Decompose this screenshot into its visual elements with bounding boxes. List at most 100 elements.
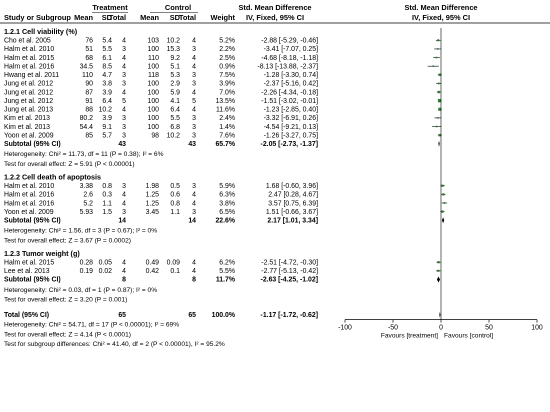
study-ci: -2.26 [-4.34, -0.18]: [261, 89, 318, 96]
control-sd: 2.9: [170, 81, 180, 88]
control-sd: 5.1: [170, 63, 180, 70]
column-header: Weight: [211, 13, 236, 22]
treatment-total: 3: [122, 46, 126, 53]
treatment-mean: 87: [85, 89, 93, 96]
study-ci: -2.77 [-5.13, -0.42]: [261, 268, 318, 275]
study-effect-box: [437, 261, 440, 264]
control-total: 3: [192, 81, 196, 88]
study-weight: 7.6%: [219, 132, 235, 139]
control-total: 3: [192, 46, 196, 53]
treatment-mean: 2.6: [83, 192, 93, 199]
treatment-sd: 5.4: [102, 38, 112, 45]
control-mean: 0.42: [146, 268, 160, 275]
study-ci: -1.23 [-2.85, 0.40]: [264, 107, 318, 114]
study-effect-box: [438, 107, 442, 111]
control-mean: 0.49: [146, 260, 160, 267]
study-ci: -1.51 [-3.02, -0.01]: [261, 98, 318, 105]
treatment-sd: 9.1: [102, 124, 112, 131]
treatment-total: 4: [122, 89, 126, 96]
control-sd: 5.5: [170, 115, 180, 122]
favours-treatment-label: Favours [treatment]: [381, 333, 438, 340]
treatment-sd: 0.3: [102, 192, 112, 199]
control-sd: 0.5: [170, 183, 180, 190]
study-effect-box: [442, 193, 445, 196]
control-total: 3: [192, 132, 196, 139]
control-total: 3: [192, 72, 196, 79]
control-sd: 9.2: [170, 55, 180, 62]
treatment-sd: 0.05: [99, 260, 113, 267]
study-effect-box: [441, 184, 444, 187]
control-total: 4: [192, 89, 196, 96]
x-tick-label: -100: [338, 325, 352, 332]
subtotal-diamond: [438, 140, 440, 147]
treatment-mean: 34.5: [80, 63, 94, 70]
treatment-total: 4: [122, 268, 126, 275]
study-effect-box: [435, 56, 438, 59]
study-ci: -2.51 [-4.72, -0.30]: [261, 260, 318, 267]
study-weight: 2.5%: [219, 55, 235, 62]
study-effect-box: [438, 133, 442, 137]
column-header: SD: [102, 13, 113, 22]
treatment-sd: 0.8: [102, 183, 112, 190]
treatment-total: 3: [122, 81, 126, 88]
subtotal-weight: 22.6%: [215, 218, 235, 225]
subtotal-control-total: 14: [188, 218, 196, 225]
total-control-total: 65: [188, 312, 196, 319]
study-weight: 7.5%: [219, 72, 235, 79]
subtotal-ci: -2.05 [-2.73, -1.37]: [261, 141, 318, 148]
column-header: SD: [170, 13, 181, 22]
control-total: 4: [192, 260, 196, 267]
total-treatment-total: 65: [118, 312, 126, 319]
treatment-total: 3: [122, 124, 126, 131]
treatment-group-header: Treatment: [92, 3, 128, 12]
control-mean: 118: [148, 72, 159, 79]
control-mean: 100: [148, 63, 160, 70]
x-tick-label: 0: [439, 325, 443, 332]
x-tick-label: 50: [485, 325, 493, 332]
control-total: 4: [192, 38, 196, 45]
study-weight: 6.2%: [219, 260, 235, 267]
study-effect-box: [435, 125, 438, 128]
control-total: 4: [192, 107, 196, 114]
treatment-total: 4: [122, 107, 126, 114]
study-effect-box: [436, 48, 439, 50]
subtotal-control-total: 43: [188, 141, 196, 148]
study-name: Halm et al. 2016: [4, 63, 54, 70]
treatment-mean: 3.38: [80, 183, 94, 190]
study-ci: -2.37 [-5.16, 0.42]: [264, 81, 318, 88]
control-total: 3: [192, 115, 196, 122]
treatment-mean: 54.4: [80, 124, 94, 131]
study-weight: 13.5%: [215, 98, 235, 105]
study-weight: 2.2%: [219, 46, 235, 53]
study-effect-box: [437, 39, 440, 42]
total-label: Total (95% CI): [4, 312, 49, 319]
study-weight: 6.3%: [219, 192, 235, 199]
study-ci: -3.32 [-6.91, 0.26]: [264, 115, 318, 122]
control-total: 5: [192, 98, 196, 105]
subgroup-heterogeneity: Heterogeneity: Chi² = 0.03, df = 1 (P = …: [4, 287, 157, 294]
subgroup-title: 1.2.3 Tumor weight (g): [4, 249, 80, 258]
column-header: Study or Subgroup: [4, 13, 71, 22]
control-sd: 0.8: [170, 200, 180, 207]
control-sd: 0.6: [170, 192, 180, 199]
study-ci: -8.13 [-13.88, -2.37]: [257, 63, 318, 70]
favours-control-label: Favours [control]: [444, 333, 493, 340]
control-sd: 4.1: [170, 98, 180, 105]
treatment-mean: 51: [85, 46, 93, 53]
treatment-sd: 6.4: [102, 98, 112, 105]
study-name: Halm et al. 2015: [4, 55, 54, 62]
study-name: Cho et al. 2005: [4, 38, 51, 45]
subgroup-title: 1.2.2 Cell death of apoptosis: [4, 172, 101, 181]
control-sd: 15.3: [167, 46, 181, 53]
study-name: Jung et al. 2012: [4, 89, 53, 96]
study-weight: 5.2%: [219, 38, 235, 45]
treatment-sd: 10.2: [99, 107, 113, 114]
treatment-total: 3: [122, 183, 126, 190]
control-total: 4: [192, 268, 196, 275]
total-overall-test: Test for overall effect: Z = 4.14 (P < 0…: [4, 331, 131, 338]
control-mean: 1.25: [146, 200, 160, 207]
study-ci: -4.68 [-8.18, -1.18]: [261, 55, 318, 62]
treatment-total: 3: [122, 72, 126, 79]
treatment-sd: 3.8: [102, 81, 112, 88]
